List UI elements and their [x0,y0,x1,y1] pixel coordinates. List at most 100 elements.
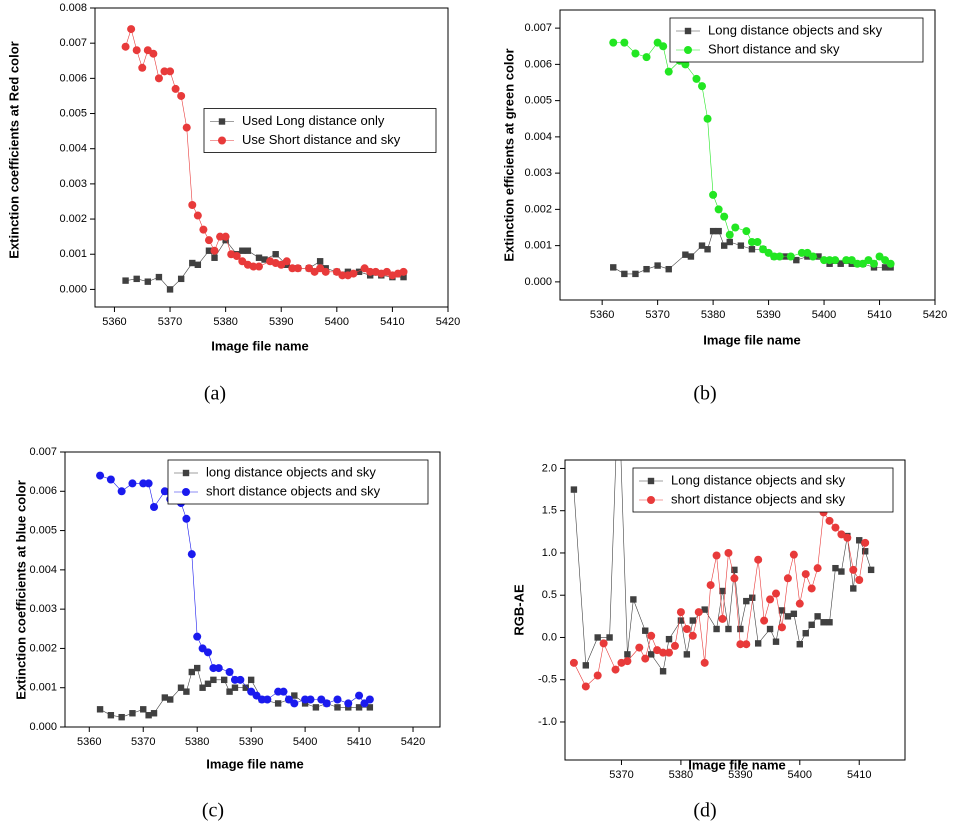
marker [188,668,195,676]
marker [242,684,249,691]
marker [731,566,738,574]
marker [725,625,732,633]
marker [635,643,644,652]
marker [886,259,895,268]
y-tick-label: 0.000 [29,721,57,733]
marker [700,658,709,667]
marker [199,684,206,691]
x-tick-label: 5370 [645,309,669,321]
marker [611,665,620,674]
marker [664,67,673,76]
marker [742,227,751,236]
marker [718,614,727,623]
marker [730,574,739,583]
legend-marker [218,136,226,145]
marker [843,533,852,542]
x-tick-label: 5420 [436,316,460,328]
marker [777,623,786,632]
y-tick-label: 0.005 [29,524,57,536]
marker [177,91,186,100]
marker [698,82,707,91]
marker [400,273,407,281]
marker [344,699,353,708]
marker [127,25,136,34]
marker [232,251,241,260]
caption: (a) [204,383,226,405]
marker [790,610,798,618]
x-tick-label: 5400 [788,769,812,781]
marker [582,662,590,669]
marker [282,257,291,266]
y-tick-label: 0.000 [59,283,87,295]
marker [709,227,717,235]
marker [742,640,751,649]
plot-frame [64,451,441,728]
plot-frame [559,9,936,301]
marker [609,38,618,47]
x-tick-label: 5390 [239,736,263,748]
marker [778,607,786,614]
marker [166,67,175,76]
panel: 5360 5370 5380 5390 5400 5410 5420 0.000 0.001 0.… [6,2,460,405]
marker [621,270,628,278]
marker [642,627,649,634]
marker [682,625,691,634]
marker [694,608,703,617]
marker [128,479,137,488]
marker [263,695,272,704]
marker [795,599,804,608]
x-tick-label: 5390 [756,309,780,321]
marker [796,641,803,648]
marker [665,635,673,643]
marker [288,264,297,273]
marker [145,712,152,719]
marker [698,242,706,249]
marker [161,694,169,701]
marker [272,251,279,258]
x-tick-label: 5360 [590,309,614,321]
marker [754,640,762,647]
x-tick-label: 5370 [131,736,155,748]
marker [122,277,129,284]
legend-label: short distance objects and sky [206,483,381,498]
marker [797,248,806,257]
marker [783,574,792,583]
marker [349,269,358,278]
y-tick-label: 0.5 [542,589,557,601]
marker [682,251,689,258]
marker [814,613,821,620]
y-tick-label: 0.006 [524,58,552,70]
y-axis-label: RGB-AE [511,584,526,636]
caption: (c) [202,800,224,822]
marker [312,704,320,711]
marker [216,232,225,241]
marker [365,695,374,704]
x-tick-label: 5420 [923,309,947,321]
legend-marker [647,477,655,485]
x-tick-label: 5410 [847,769,871,781]
series-line [125,239,404,290]
marker [659,668,667,675]
marker [221,232,230,241]
marker [850,585,857,592]
marker [199,225,208,234]
x-tick-label: 5400 [325,316,349,328]
y-tick-label: 0.007 [524,22,552,34]
marker [665,648,674,657]
marker [193,632,202,641]
y-tick-label: 0.004 [524,131,552,143]
marker [107,712,115,719]
x-tick-label: 5390 [728,769,752,781]
plot-area [121,25,408,293]
marker [254,262,263,271]
marker [647,651,655,658]
y-tick-label: 0.007 [59,37,87,49]
marker [96,471,105,480]
marker [720,212,729,221]
marker [869,259,878,268]
y-tick-label: 0.003 [29,603,57,615]
marker [210,676,217,684]
legend-marker [647,496,655,504]
marker [166,286,174,293]
marker [831,256,840,265]
